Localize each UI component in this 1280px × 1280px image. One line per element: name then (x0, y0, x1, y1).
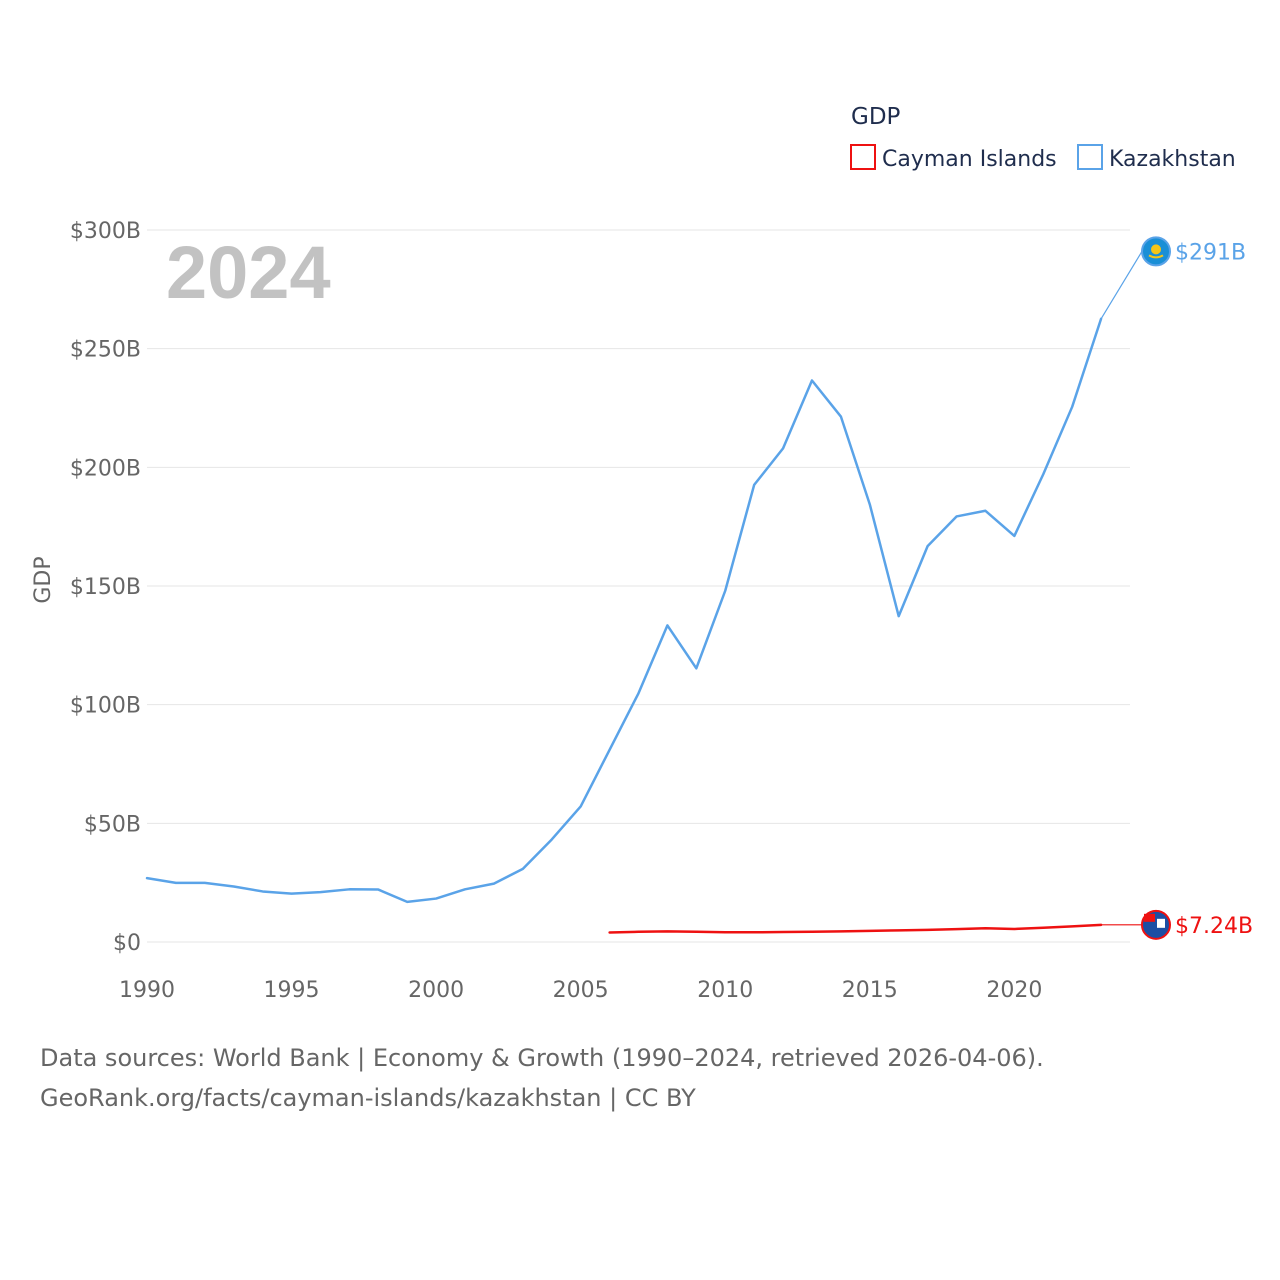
end-label-cayman-islands: $7.24B (1175, 914, 1253, 939)
x-tick-label: 1995 (264, 978, 320, 1003)
y-axis-tick-labels: $0 $50B $100B $150B $200B $250B $300B (70, 219, 141, 956)
y-axis-label: GDP (31, 556, 56, 603)
y-tick-label: $200B (70, 456, 141, 481)
x-tick-label: 2000 (408, 978, 464, 1003)
series-line-cayman-islands (608, 923, 1103, 934)
flag-marker-kazakhstan (1141, 236, 1171, 267)
legend-title: GDP (851, 104, 901, 130)
end-markers: $7.24B $291B (1141, 236, 1253, 940)
x-tick-label: 2010 (697, 978, 753, 1003)
legend-swatch-kazakhstan[interactable] (1077, 144, 1103, 170)
x-tick-label: 1990 (119, 978, 175, 1003)
y-tick-label: $250B (70, 338, 141, 363)
y-tick-label: $300B (70, 219, 141, 244)
year-overlay: 2024 (166, 231, 331, 314)
y-tick-label: $0 (113, 931, 141, 956)
footer-attribution: GeoRank.org/facts/cayman-islands/kazakhs… (40, 1084, 696, 1112)
series-lines (145, 251, 1143, 934)
legend-label-kazakhstan[interactable]: Kazakhstan (1109, 147, 1236, 172)
legend-label-cayman-islands[interactable]: Cayman Islands (882, 147, 1057, 172)
x-tick-label: 2005 (553, 978, 609, 1003)
x-tick-label: 2020 (986, 978, 1042, 1003)
legend-swatch-cayman-islands[interactable] (850, 144, 876, 170)
legend: GDP Cayman Islands Kazakhstan (850, 104, 1236, 172)
footer-sources: Data sources: World Bank | Economy & Gro… (40, 1044, 1044, 1072)
y-tick-label: $50B (84, 812, 141, 837)
end-label-kazakhstan: $291B (1175, 240, 1246, 265)
x-tick-label: 2015 (842, 978, 898, 1003)
leader-line-kazakhstan (1100, 251, 1143, 320)
x-axis-tick-labels: 1990 1995 2000 2005 2010 2015 2020 (119, 978, 1042, 1003)
y-tick-label: $150B (70, 575, 141, 600)
gridlines (147, 229, 1130, 943)
series-line-kazakhstan (145, 317, 1103, 904)
y-tick-label: $100B (70, 694, 141, 719)
flag-marker-cayman-islands (1141, 909, 1171, 940)
